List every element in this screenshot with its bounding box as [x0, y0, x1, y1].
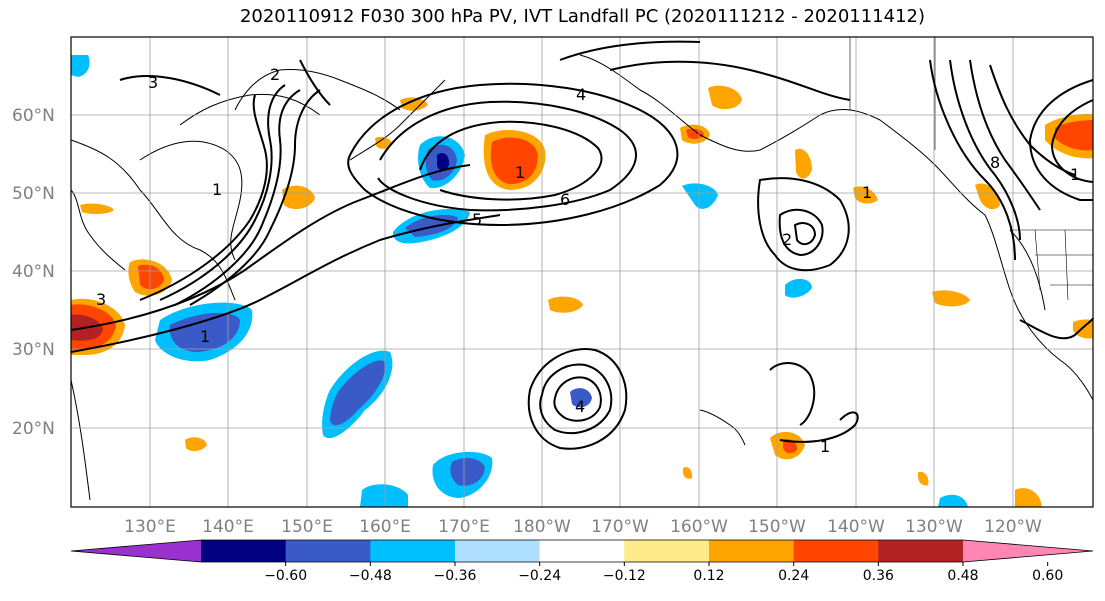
contour-label: 2	[270, 65, 280, 84]
colorbar-outline	[70, 539, 1094, 563]
contour-label: 1	[200, 327, 210, 346]
contour-labels: 3 2 1 5 6 4 8 1 1 1 3 4 2 1 1	[96, 65, 1080, 456]
colorbar-tick-label: 0.36	[863, 568, 894, 584]
coastlines	[70, 54, 1094, 501]
lat-label: 20°N	[12, 419, 55, 439]
contour-label: 8	[990, 153, 1000, 172]
positive-anomaly-region	[548, 296, 583, 313]
lon-label: 180°W	[513, 517, 571, 537]
positive-anomaly-region	[932, 290, 970, 307]
contour-label: 1	[820, 437, 830, 456]
colorbar-swatch	[793, 540, 879, 562]
lon-label: 160°W	[670, 517, 728, 537]
contour-label: 1	[862, 183, 872, 202]
colorbar-tick-label: 0.12	[693, 568, 724, 584]
lon-label: 150°W	[748, 517, 806, 537]
contour-label: 3	[96, 290, 106, 309]
colorbar-swatch	[285, 540, 371, 562]
pv-contours	[70, 40, 1094, 450]
lon-label: 140°E	[202, 517, 254, 537]
colorbar-tick-label: −0.60	[264, 568, 307, 584]
colorbar-tick-label: 0.48	[947, 568, 978, 584]
lon-label: 130°W	[905, 517, 963, 537]
contour-label: 6	[560, 190, 570, 209]
lat-label: 40°N	[12, 262, 55, 282]
colorbar-tick-label: 0.24	[778, 568, 809, 584]
lon-label: 170°W	[591, 517, 649, 537]
longitude-labels: 130°E 140°E 150°E 160°E 170°E 180°W 170°…	[124, 517, 1042, 537]
positive-anomaly-region	[683, 467, 693, 479]
negative-anomaly-region	[169, 313, 240, 352]
positive-anomaly-region	[686, 128, 704, 140]
lon-label: 130°E	[124, 517, 176, 537]
lon-label: 150°E	[281, 517, 333, 537]
colorbar-swatch	[201, 540, 287, 562]
lon-label: 140°W	[827, 517, 885, 537]
positive-anomaly-region	[375, 136, 392, 149]
colorbar: −0.60 −0.48 −0.36 −0.24 −0.12 0.12 0.24 0.36 0.4…	[70, 539, 1094, 584]
contour-label: 5	[472, 210, 482, 229]
lon-label: 170°E	[438, 517, 490, 537]
lon-label: 120°W	[984, 517, 1042, 537]
map-panel: 3 2 1 5 6 4 8 1 1 1 3 4 2 1 1	[70, 36, 1094, 508]
positive-anomaly-region	[400, 97, 428, 111]
negative-anomaly-region	[785, 278, 812, 298]
negative-anomaly-region	[570, 388, 592, 408]
positive-anomaly-region	[918, 471, 929, 486]
colorbar-tick-label: −0.48	[349, 568, 392, 584]
borders	[849, 37, 1093, 301]
positive-anomaly-region	[80, 203, 114, 215]
colorbar-swatch	[878, 540, 964, 562]
lon-label: 160°E	[359, 517, 411, 537]
contour-label: 2	[782, 230, 792, 249]
colorbar-extend-low	[71, 540, 201, 562]
colorbar-tick-label: −0.24	[518, 568, 561, 584]
positive-anomaly-region	[853, 186, 878, 204]
contour-label: 1	[515, 163, 525, 182]
colorbar-tick-label: 0.60	[1032, 568, 1063, 584]
negative-anomaly-region	[450, 458, 485, 486]
negative-anomaly-region	[330, 360, 386, 426]
positive-anomaly-region	[1015, 488, 1042, 507]
contour-label: 3	[148, 73, 158, 92]
positive-anomaly-region	[1055, 120, 1093, 151]
negative-anomaly-region	[360, 484, 408, 507]
positive-anomaly-region	[185, 437, 207, 452]
positive-anomaly-region	[708, 85, 742, 110]
contour-label: 1	[212, 180, 222, 199]
colorbar-extend-high	[963, 540, 1093, 562]
colorbar-swatch	[539, 540, 625, 562]
contour-label: 4	[576, 85, 586, 104]
negative-anomaly-region	[938, 494, 968, 507]
negative-anomaly-region	[682, 183, 718, 209]
lat-label: 30°N	[12, 340, 55, 360]
colorbar-swatch	[624, 540, 710, 562]
colorbar-swatch	[370, 540, 456, 562]
positive-anomaly-region	[490, 137, 538, 185]
lat-label: 50°N	[12, 184, 55, 204]
contour-label: 4	[575, 397, 585, 416]
contour-label: 1	[1070, 165, 1080, 184]
colorbar-swatch	[455, 540, 541, 562]
colorbar-tick-label: −0.12	[603, 568, 646, 584]
negative-anomaly-region	[71, 55, 90, 77]
colorbar-swatch	[709, 540, 795, 562]
negative-anomaly-region	[437, 153, 450, 171]
colorbar-tick-label: −0.36	[434, 568, 477, 584]
lat-label: 60°N	[12, 106, 55, 126]
gridlines	[71, 37, 1093, 507]
positive-anomaly-region	[795, 148, 812, 179]
figure-title: 2020110912 F030 300 hPa PV, IVT Landfall…	[239, 6, 926, 27]
latitude-labels: 60°N 50°N 40°N 30°N 20°N	[12, 106, 55, 439]
positive-anomaly-region	[783, 439, 798, 454]
